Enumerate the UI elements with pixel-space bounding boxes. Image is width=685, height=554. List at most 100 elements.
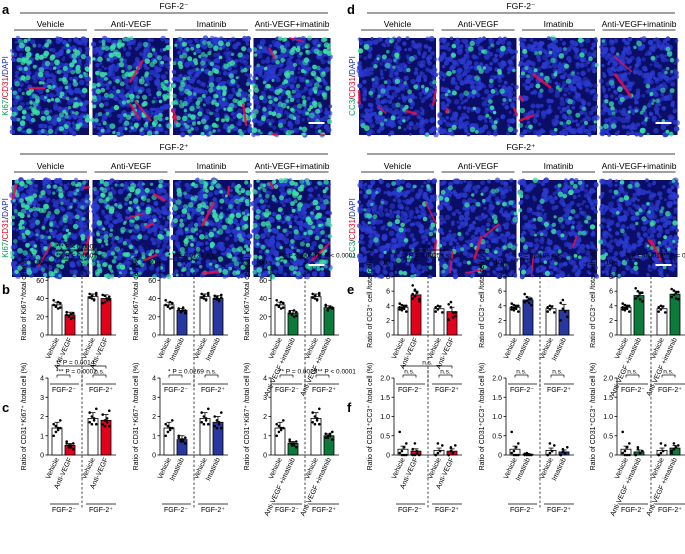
cc3-cell <box>488 99 493 104</box>
dapi-nucleus <box>262 270 268 276</box>
dapi-nucleus <box>504 105 510 110</box>
ki67-cell <box>173 204 177 208</box>
dapi-nucleus <box>261 47 268 54</box>
ki67-cell <box>255 209 261 214</box>
ki67-cell <box>322 189 327 194</box>
ki67-cell <box>212 179 217 185</box>
dapi-nucleus <box>171 211 175 216</box>
dapi-nucleus <box>270 71 276 77</box>
dapi-nucleus <box>283 85 287 89</box>
ki67-cell <box>32 206 37 212</box>
ki67-cell <box>240 69 245 73</box>
dapi-nucleus <box>223 51 228 56</box>
dapi-nucleus <box>464 129 468 133</box>
dapi-nucleus <box>172 272 176 276</box>
dapi-nucleus <box>421 109 425 112</box>
ki67-cell <box>327 118 333 125</box>
cc3-cell <box>444 92 449 97</box>
ki67-cell <box>32 43 37 48</box>
ki67-cell <box>38 207 44 213</box>
dapi-nucleus <box>495 91 500 96</box>
ki67-cell <box>214 94 219 99</box>
dapi-nucleus <box>93 213 98 218</box>
ki67-cell <box>185 124 190 129</box>
dapi-nucleus <box>160 105 164 110</box>
ki67-cell <box>179 54 183 59</box>
dapi-nucleus <box>254 258 258 262</box>
dapi-nucleus <box>379 126 385 131</box>
panel-a-condition-label: Vehicle <box>37 161 65 171</box>
cc3-cell <box>497 68 502 74</box>
ki67-cell <box>303 231 307 236</box>
cc3-cell <box>490 89 496 94</box>
dapi-nucleus <box>91 100 94 104</box>
dapi-nucleus <box>493 75 498 79</box>
ki67-cell <box>252 47 257 52</box>
dapi-nucleus <box>17 87 22 93</box>
ki67-cell <box>99 178 104 184</box>
ki67-cell <box>127 186 132 190</box>
dapi-nucleus <box>124 202 128 206</box>
ki67-cell <box>143 122 149 128</box>
dapi-nucleus <box>502 36 507 41</box>
ki67-cell <box>272 197 277 202</box>
dapi-nucleus <box>537 122 542 126</box>
dapi-nucleus <box>48 189 52 193</box>
dapi-nucleus <box>196 116 200 120</box>
stain-label-part: DAPI <box>1 198 10 217</box>
dapi-nucleus <box>475 42 480 47</box>
dapi-nucleus <box>243 234 247 238</box>
dapi-nucleus <box>227 248 232 253</box>
dapi-nucleus <box>125 51 131 57</box>
ki67-cell <box>22 235 26 240</box>
cd31-vessel <box>129 59 144 83</box>
dapi-nucleus <box>284 241 288 245</box>
dapi-nucleus <box>451 77 456 82</box>
ki67-cell <box>236 247 240 252</box>
cc3-cell <box>393 59 397 63</box>
ki67-cell <box>99 71 106 78</box>
ki67-cell <box>64 114 69 119</box>
dapi-nucleus <box>192 68 197 73</box>
dapi-nucleus <box>310 79 315 84</box>
ki67-cell <box>277 207 283 213</box>
dapi-nucleus <box>363 89 368 94</box>
ki67-cell <box>32 101 39 107</box>
ki67-cell <box>265 249 270 254</box>
dapi-nucleus <box>176 77 181 83</box>
ki67-cell <box>202 40 207 45</box>
dapi-nucleus <box>501 74 505 78</box>
dapi-nucleus <box>558 61 562 65</box>
dapi-nucleus <box>463 68 467 72</box>
ki67-cell <box>217 229 224 235</box>
ki67-cell <box>320 230 325 235</box>
ki67-cell <box>144 187 150 193</box>
ki67-cell <box>232 98 237 103</box>
cd31-vessel <box>202 270 220 275</box>
dapi-nucleus <box>233 69 238 74</box>
dapi-nucleus <box>469 80 475 86</box>
ki67-cell <box>273 97 279 102</box>
dapi-nucleus <box>67 193 71 197</box>
ki67-cell <box>62 234 68 240</box>
micrograph-tile <box>518 35 600 138</box>
dapi-nucleus <box>314 185 319 190</box>
ki67-cell <box>328 267 333 271</box>
ki67-cell <box>79 102 83 107</box>
dapi-nucleus <box>275 235 281 241</box>
dapi-nucleus <box>328 211 333 216</box>
ki67-cell <box>92 57 96 61</box>
dapi-nucleus <box>321 54 325 59</box>
ki67-cell <box>230 213 235 218</box>
ki67-cell <box>121 100 126 105</box>
dapi-nucleus <box>369 123 375 129</box>
ki67-cell <box>62 66 68 71</box>
ki67-cell <box>317 44 321 48</box>
dapi-nucleus <box>399 115 403 119</box>
dapi-nucleus <box>462 122 467 127</box>
ki67-cell <box>11 215 16 220</box>
cc3-cell <box>471 89 477 95</box>
dapi-nucleus <box>66 182 70 186</box>
dapi-nucleus <box>25 113 31 119</box>
dapi-nucleus <box>268 241 274 247</box>
